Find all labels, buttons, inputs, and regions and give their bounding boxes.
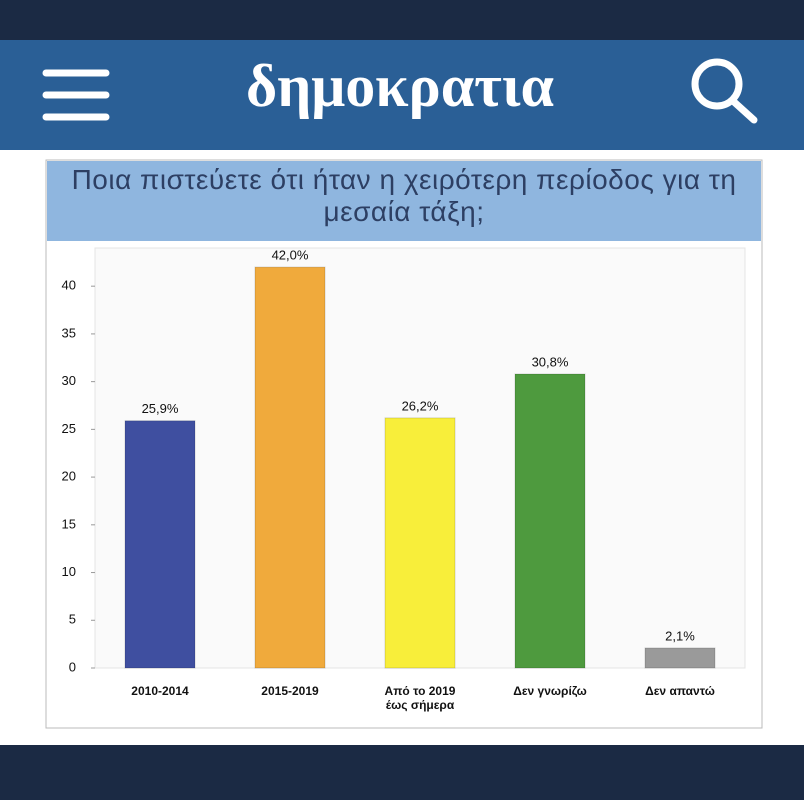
- menu-icon[interactable]: [42, 69, 110, 121]
- y-tick-label: 30: [62, 373, 76, 388]
- y-tick-label: 10: [62, 564, 76, 579]
- value-label: 30,8%: [532, 354, 569, 369]
- value-label: 25,9%: [142, 401, 179, 416]
- chart-title: Ποια πιστεύετε ότι ήταν η χειρότερη περί…: [71, 164, 737, 227]
- value-label: 26,2%: [402, 398, 439, 413]
- bar: [384, 417, 456, 669]
- y-tick-label: 25: [62, 421, 76, 436]
- bar: [254, 266, 326, 669]
- y-tick-label: 20: [62, 469, 76, 484]
- bottom-bar: [0, 745, 804, 800]
- y-tick-label: 35: [62, 325, 76, 340]
- y-tick-label: 0: [69, 659, 76, 674]
- x-tick-label: 2010-2014: [131, 684, 189, 698]
- search-icon[interactable]: [691, 58, 758, 124]
- y-tick-label: 15: [62, 516, 76, 531]
- chart-title-band: [47, 161, 761, 241]
- x-tick-label: Δεν γνωρίζω: [513, 684, 587, 698]
- status-bar: [0, 0, 804, 40]
- bar: [124, 420, 196, 669]
- value-label: 2,1%: [665, 628, 695, 643]
- x-tick-label: Δεν απαντώ: [645, 684, 715, 698]
- value-label: 42,0%: [272, 248, 309, 263]
- site-header: [0, 40, 804, 150]
- x-tick-label: 2015-2019: [261, 684, 319, 698]
- y-tick-label: 5: [69, 612, 76, 627]
- bar: [514, 373, 586, 669]
- bar: [644, 647, 716, 669]
- x-tick-label: Από το 2019 έως σήμερα: [384, 684, 456, 712]
- site-title[interactable]: δημοκρατια: [246, 53, 554, 119]
- y-tick-label: 40: [62, 278, 76, 293]
